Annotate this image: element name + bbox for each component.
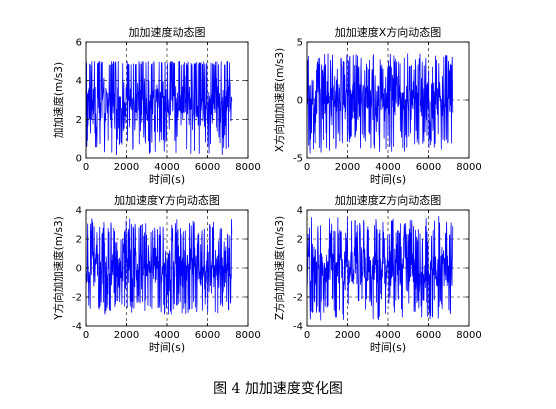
x-axis-label: 时间(s)	[370, 173, 406, 186]
y-axis-label: 加加速度(m/s3)	[52, 62, 65, 138]
y-tick-label: -5	[293, 154, 303, 165]
chart-title: 加加速度Z方向动态图	[335, 193, 442, 207]
x-axis-label: 时间(s)	[370, 341, 406, 354]
y-axis-label: Z方向加加速度(m/s3)	[273, 216, 286, 320]
x-axis-label: 时间(s)	[149, 341, 185, 354]
x-tick-label: 2000	[335, 162, 360, 173]
y-tick-label: 5	[297, 38, 303, 49]
x-tick-label: 4000	[375, 162, 400, 173]
x-tick-label: 0	[83, 162, 89, 173]
x-tick-label: 6000	[416, 162, 441, 173]
x-tick-label: 2000	[114, 162, 139, 173]
y-tick-label: 2	[76, 115, 82, 126]
y-tick-label: -4	[72, 322, 82, 333]
series-line	[85, 218, 233, 315]
x-tick-label: 8000	[456, 162, 481, 173]
x-tick-label: 0	[83, 330, 89, 341]
y-tick-label: 0	[297, 96, 303, 107]
y-tick-label: 0	[76, 154, 82, 165]
x-tick-label: 4000	[154, 162, 179, 173]
y-tick-label: 2	[297, 235, 303, 246]
figure-caption: 图 4 加加速度变化图	[213, 381, 343, 397]
y-tick-label: -2	[72, 293, 82, 304]
x-tick-label: 4000	[154, 330, 179, 341]
y-axis-label: X方向加加速度(m/s3)	[273, 48, 286, 152]
y-axis-label: Y方向加加速度(m/s3)	[52, 216, 65, 321]
y-tick-label: -2	[293, 293, 303, 304]
x-tick-label: 8000	[456, 330, 481, 341]
x-tick-label: 0	[304, 330, 310, 341]
series-line	[85, 60, 233, 156]
x-tick-label: 6000	[195, 330, 220, 341]
x-tick-label: 6000	[416, 330, 441, 341]
y-tick-label: -4	[293, 322, 303, 333]
x-tick-label: 4000	[375, 330, 400, 341]
x-tick-label: 6000	[195, 162, 220, 173]
x-tick-label: 2000	[114, 330, 139, 341]
chart-panel-2: 0 2000 4000 6000 8000-505加加速度X方向动态图时间(s)X方向加…	[273, 25, 482, 186]
y-tick-label: 0	[297, 264, 303, 275]
y-tick-label: 4	[76, 206, 82, 217]
series-line	[306, 53, 454, 154]
x-tick-label: 2000	[335, 330, 360, 341]
x-axis-label: 时间(s)	[149, 173, 185, 186]
y-tick-label: 0	[76, 264, 82, 275]
y-tick-label: 4	[297, 206, 303, 217]
y-tick-label: 2	[76, 235, 82, 246]
chart-title: 加加速度X方向动态图	[335, 25, 442, 39]
x-tick-label: 8000	[235, 162, 260, 173]
series-line	[306, 215, 454, 321]
chart-title: 加加速度动态图	[129, 25, 206, 39]
x-tick-label: 8000	[235, 330, 260, 341]
chart-title: 加加速度Y方向动态图	[114, 193, 220, 207]
y-tick-label: 4	[76, 76, 82, 87]
x-tick-label: 0	[304, 162, 310, 173]
y-tick-label: 6	[76, 38, 82, 49]
